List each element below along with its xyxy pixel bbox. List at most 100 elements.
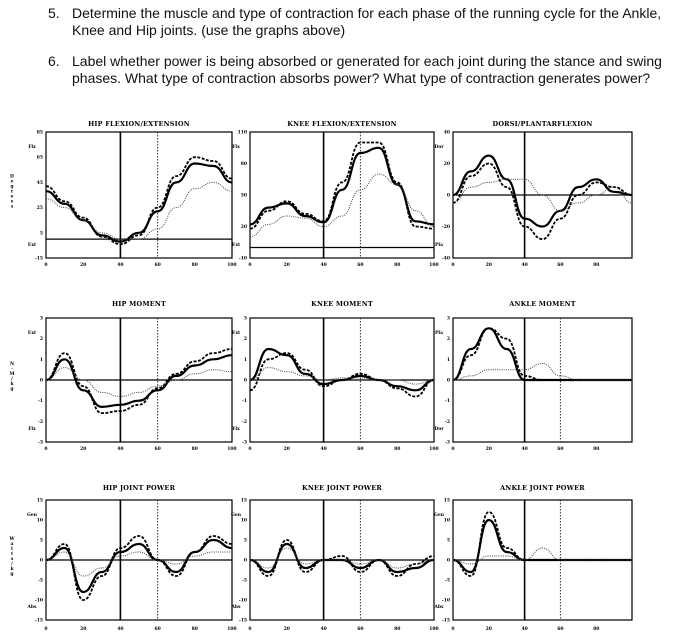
side-label-bottom: Dor (434, 426, 444, 432)
y-tick-label: -15 (35, 256, 43, 262)
series-line-dotted (45, 367, 233, 398)
chart-title: KNEE MOMENT (311, 300, 373, 308)
y-tick-label: -3 (242, 440, 247, 446)
series-line-dashed (45, 348, 233, 415)
x-tick-label: 100 (429, 262, 438, 268)
x-tick-label: 40 (521, 446, 527, 452)
x-tick-label: 20 (486, 626, 492, 632)
y-tick-label: 45 (37, 180, 43, 186)
y-tick-label: 5 (447, 538, 450, 544)
y-tick-label: -10 (442, 598, 450, 604)
x-tick-label: 40 (117, 446, 123, 452)
side-label-bottom: Ext (232, 242, 241, 248)
chart-title: HIP MOMENT (112, 300, 166, 308)
y-tick-label: 5 (40, 230, 43, 236)
x-tick-label: 100 (429, 626, 438, 632)
y-axis-letter: N (10, 361, 14, 367)
chart-frame (45, 131, 233, 259)
y-tick-label: 2 (244, 336, 247, 342)
y-tick-label: -2 (445, 419, 450, 425)
y-tick-label: -3 (445, 440, 450, 446)
y-tick-label: 1 (447, 357, 450, 363)
x-tick-label: 80 (394, 626, 400, 632)
x-tick-label: 20 (80, 626, 86, 632)
y-tick-label: -40 (442, 256, 450, 262)
x-tick-label: 60 (557, 626, 563, 632)
series-line-dotted (452, 178, 633, 212)
x-tick-label: 0 (248, 262, 251, 268)
y-tick-label: 80 (241, 161, 247, 167)
chart-title: KNEE JOINT POWER (302, 484, 382, 492)
series-line-dotted (249, 367, 435, 385)
x-tick-label: 20 (486, 262, 492, 268)
side-label-top: Flx (232, 144, 240, 150)
y-axis-letter: e (11, 200, 14, 205)
x-tick-label: 0 (44, 262, 47, 268)
series-line-solid (45, 354, 233, 409)
series-line-solid (45, 538, 233, 594)
y-tick-label: 0 (447, 378, 450, 384)
series-line-dotted (45, 181, 233, 240)
y-tick-label: 15 (37, 498, 43, 504)
x-tick-label: 20 (284, 262, 290, 268)
series-line-dashed (452, 511, 632, 577)
y-tick-label: -2 (242, 419, 247, 425)
y-tick-label: -3 (38, 440, 43, 446)
y-tick-label: -10 (35, 598, 43, 604)
series-line-dashed (45, 535, 233, 601)
y-tick-label: 0 (244, 558, 247, 564)
x-tick-label: 100 (429, 446, 438, 452)
y-axis-letter: r (11, 190, 14, 195)
question-text: Label whether power is being absorbed or… (72, 53, 662, 86)
x-tick-label: 40 (117, 626, 123, 632)
y-tick-label: 0 (447, 558, 450, 564)
y-tick-label: 0 (244, 378, 247, 384)
side-label-top: Gen (231, 512, 242, 518)
y-axis-letter: / (11, 376, 13, 382)
y-axis-letter: M (10, 371, 15, 377)
series-line-dotted (249, 547, 435, 569)
y-axis-letter: · (11, 367, 13, 372)
x-tick-label: 0 (451, 626, 454, 632)
y-tick-label: -10 (239, 256, 247, 262)
x-tick-label: 60 (154, 446, 160, 452)
side-label-top: Gen (434, 512, 445, 518)
x-tick-label: 60 (357, 626, 363, 632)
y-tick-label: 65 (37, 155, 43, 161)
y-tick-label: -20 (442, 224, 450, 230)
series-line-solid (249, 146, 435, 226)
x-tick-label: 40 (320, 262, 326, 268)
y-tick-label: 10 (37, 518, 43, 524)
y-axis-letter: / (11, 561, 13, 567)
x-tick-label: 60 (357, 262, 363, 268)
x-tick-label: 0 (248, 446, 251, 452)
series-line-solid (452, 154, 633, 228)
x-tick-label: 20 (80, 446, 86, 452)
x-tick-label: 20 (284, 446, 290, 452)
y-tick-label: -15 (239, 618, 247, 624)
chart-title: KNEE FLEXION/EXTENSION (287, 120, 396, 128)
x-tick-label: 0 (248, 626, 251, 632)
y-tick-label: 1 (244, 357, 247, 363)
question-number: 5. (48, 5, 60, 21)
x-tick-label: 80 (394, 446, 400, 452)
y-tick-label: 10 (241, 518, 247, 524)
x-tick-label: 60 (154, 626, 160, 632)
y-tick-label: 0 (40, 558, 43, 564)
y-tick-label: -1 (445, 398, 450, 404)
y-axis-letter: e (11, 195, 14, 200)
y-axis-letter: t (11, 546, 14, 552)
y-tick-label: 2 (40, 336, 43, 342)
x-tick-label: 60 (557, 446, 563, 452)
y-axis-letter: e (11, 180, 14, 185)
side-label-bottom: Flx (28, 426, 36, 432)
y-tick-label: -2 (38, 419, 43, 425)
x-tick-label: 40 (521, 262, 527, 268)
y-tick-label: -1 (242, 398, 247, 404)
series-line-dashed (452, 327, 632, 381)
x-tick-label: 60 (357, 446, 363, 452)
side-label-top: Ext (232, 330, 241, 336)
y-tick-label: 50 (241, 193, 247, 199)
series-line-dashed (249, 352, 435, 398)
